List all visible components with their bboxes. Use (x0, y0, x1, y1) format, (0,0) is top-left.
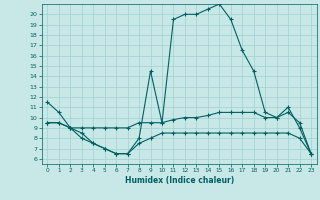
X-axis label: Humidex (Indice chaleur): Humidex (Indice chaleur) (124, 176, 234, 185)
